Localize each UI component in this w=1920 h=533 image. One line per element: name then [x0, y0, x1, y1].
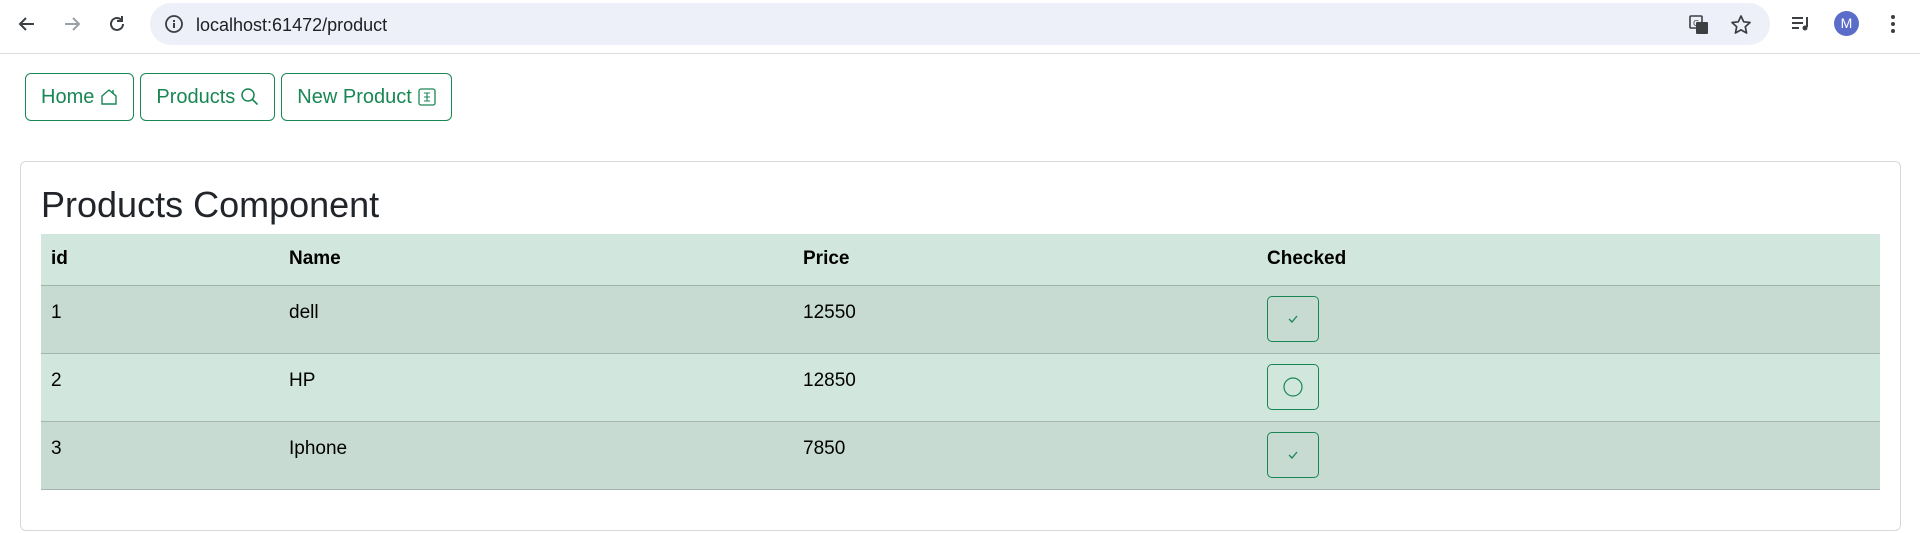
reload-button[interactable]	[98, 8, 136, 40]
table-row: 3 Iphone 7850	[41, 421, 1880, 489]
products-table: id Name Price Checked 1 dell 12550 2 HP	[41, 234, 1880, 490]
cell-id: 2	[51, 369, 62, 391]
checked-toggle-button[interactable]	[1267, 295, 1319, 342]
url-text: localhost:61472/product	[196, 15, 388, 35]
table-row: 2 HP 12850	[41, 353, 1880, 421]
column-header-id: id	[41, 234, 279, 286]
check-icon	[1288, 315, 1298, 323]
column-header-name: Name	[279, 234, 793, 286]
cell-name: dell	[289, 301, 319, 323]
back-button[interactable]	[8, 8, 46, 40]
products-label: Products	[156, 85, 236, 108]
new-product-button[interactable]: New Product	[281, 73, 452, 121]
cell-name: HP	[289, 369, 316, 391]
browser-toolbar: localhost:61472/product G M	[0, 0, 1920, 54]
svg-text:G: G	[1693, 19, 1699, 28]
cell-price: 12550	[803, 301, 856, 323]
new-product-label: New Product	[297, 85, 412, 108]
search-icon	[241, 88, 259, 106]
column-header-checked: Checked	[1257, 234, 1880, 286]
back-arrow-icon	[18, 17, 34, 31]
products-button[interactable]: Products	[140, 73, 276, 121]
home-label: Home	[41, 85, 95, 108]
cell-id: 1	[51, 301, 62, 323]
column-header-price: Price	[793, 234, 1257, 286]
cell-checked	[1257, 285, 1880, 353]
cell-price: 12850	[803, 369, 856, 391]
translate-icon[interactable]: G	[1686, 12, 1712, 38]
cell-checked	[1257, 421, 1880, 489]
page-title: Products Component	[41, 184, 380, 225]
unchecked-toggle-button[interactable]	[1267, 363, 1319, 410]
checked-toggle-button[interactable]	[1267, 431, 1319, 478]
cell-name: Iphone	[289, 437, 348, 459]
bookmark-star-icon[interactable]	[1728, 12, 1754, 38]
forward-button[interactable]	[53, 8, 91, 40]
reload-icon	[110, 16, 124, 31]
check-icon	[1288, 451, 1298, 459]
forward-arrow-icon	[65, 17, 81, 31]
table-header-row: id Name Price Checked	[41, 234, 1880, 286]
media-control-icon[interactable]	[1786, 10, 1816, 38]
site-info-icon[interactable]	[162, 12, 186, 36]
cell-checked	[1257, 353, 1880, 421]
cell-id: 3	[51, 437, 62, 459]
house-icon	[101, 89, 118, 105]
profile-avatar[interactable]: M	[1834, 11, 1859, 36]
products-card: Products Component id Name Price Checked…	[20, 161, 1901, 531]
home-button[interactable]: Home	[25, 73, 135, 121]
new-item-icon	[418, 88, 436, 106]
cell-price: 7850	[803, 437, 846, 459]
app-nav: Home Products New Product	[25, 73, 452, 121]
circle-icon	[1283, 376, 1303, 397]
table-row: 1 dell 12550	[41, 285, 1880, 353]
address-bar[interactable]: localhost:61472/product G	[150, 3, 1770, 45]
more-menu-icon[interactable]	[1878, 10, 1908, 38]
